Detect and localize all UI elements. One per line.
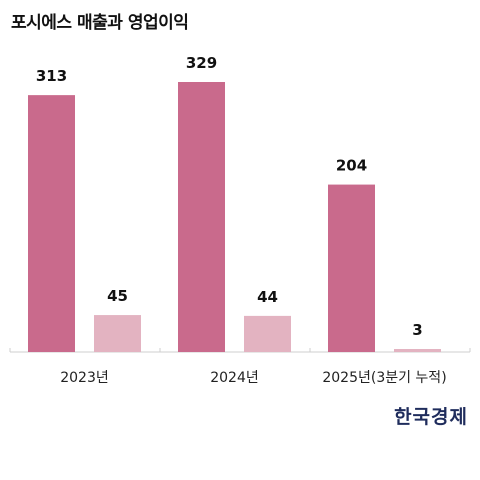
category-label-1: 2024년 [210,370,259,386]
bar-operating-profit-1 [244,315,291,352]
bar-revenue-0 [28,95,75,352]
data-label-0-0: 313 [36,67,67,85]
data-label-1-1: 44 [257,288,278,306]
bar-revenue-1 [178,82,225,352]
data-label-0-1: 329 [186,54,217,72]
data-label-0-2: 204 [336,157,367,175]
category-label-2: 2025년(3분기 누적) [322,370,446,386]
publisher-logo: 한국경제 [394,406,468,428]
chart-title: 포시에스 매출과 영업이익 [11,13,189,33]
bar-operating-profit-0 [94,315,141,352]
category-label-0: 2023년 [60,370,109,386]
bar-revenue-2 [328,184,375,352]
bar-operating-profit-2 [394,349,441,352]
data-label-1-0: 45 [107,287,128,305]
data-label-1-2: 3 [412,321,422,339]
